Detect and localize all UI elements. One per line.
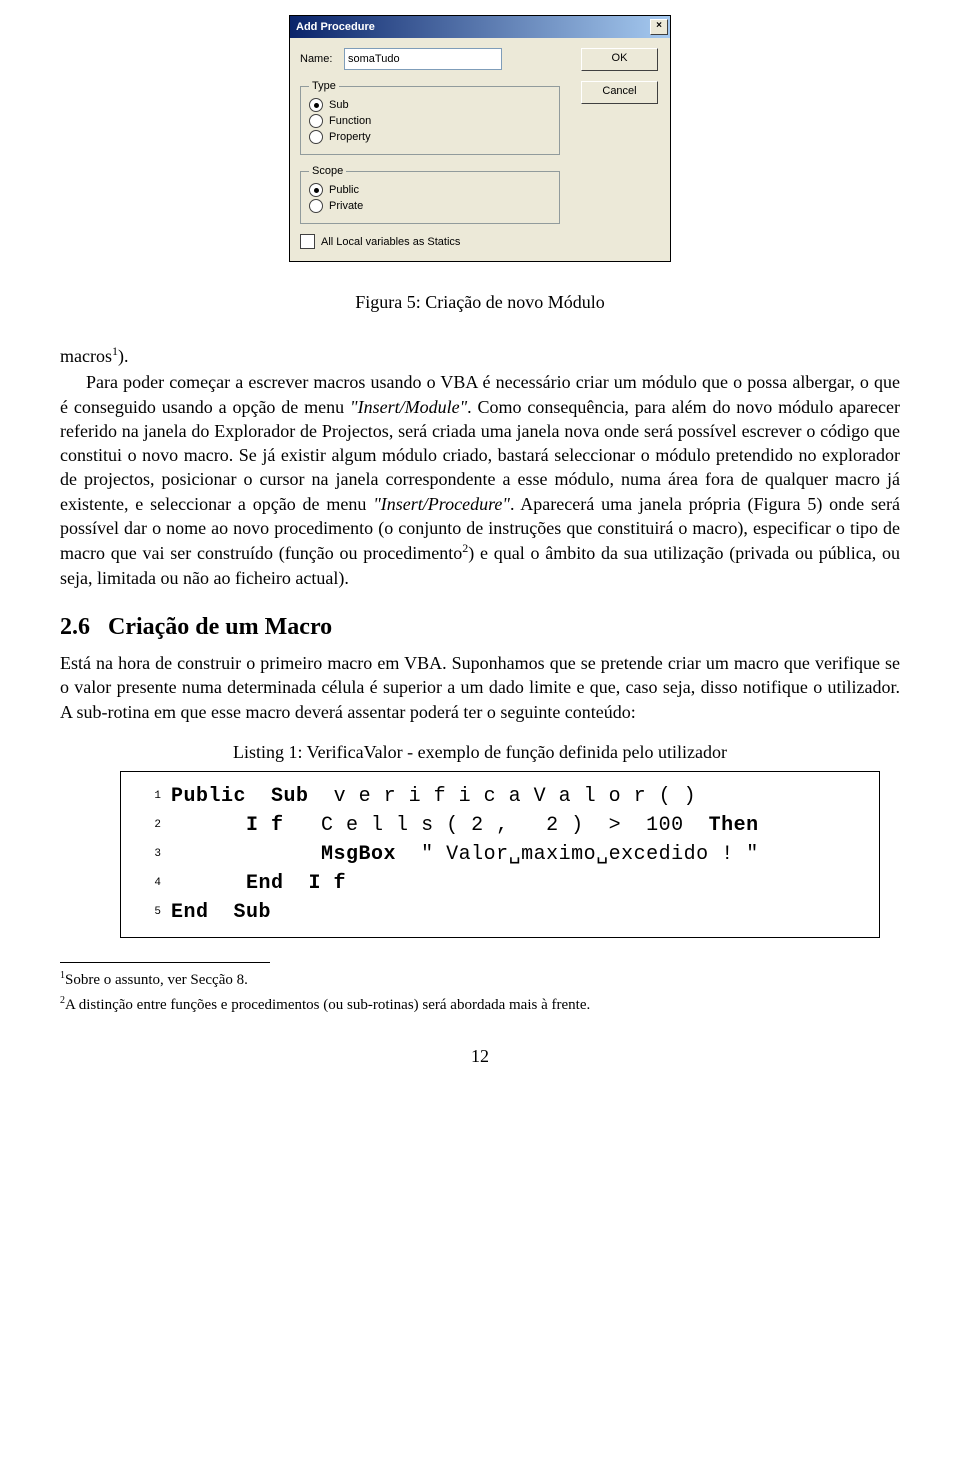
code-text: I f C e l l s ( 2 , 2 ) > 100 Then (171, 811, 759, 840)
cancel-button[interactable]: Cancel (581, 81, 658, 104)
type-group: Type Sub Function Property (300, 80, 560, 155)
dialog-title: Add Procedure (296, 21, 375, 33)
listing-caption: Listing 1: VerificaValor - exemplo de fu… (60, 742, 900, 763)
figure-caption: Figura 5: Criação de novo Módulo (60, 292, 900, 313)
radio-public[interactable]: Public (309, 183, 551, 197)
paragraph-1b: Para poder começar a escrever macros usa… (60, 370, 900, 590)
footnote-2-text: A distinção entre funções e procedimento… (65, 997, 590, 1013)
paragraph-2: Está na hora de construir o primeiro mac… (60, 651, 900, 724)
section-title: Criação de um Macro (108, 614, 332, 640)
add-procedure-dialog: Add Procedure × OK Cancel Name: Type Sub (289, 15, 671, 262)
name-label: Name: (300, 53, 338, 65)
scope-group: Scope Public Private (300, 165, 560, 224)
para1-after: ). (118, 346, 129, 366)
radio-icon (309, 199, 323, 213)
radio-label: Property (329, 131, 371, 143)
code-text: Public Sub v e r i f i c a V a l o r ( ) (171, 782, 696, 811)
line-number: 2 (135, 811, 171, 840)
footnote-1: 1Sobre o assunto, ver Secção 8. (60, 969, 900, 991)
name-input[interactable] (344, 48, 502, 70)
footnote-1-text: Sobre o assunto, ver Secção 8. (65, 972, 248, 988)
para1-lead: macros (60, 346, 112, 366)
radio-sub[interactable]: Sub (309, 98, 551, 112)
scope-legend: Scope (309, 165, 346, 177)
close-icon[interactable]: × (650, 19, 668, 35)
checkbox-icon (300, 234, 315, 249)
para1-em2: "Insert/Procedure" (373, 494, 510, 514)
code-text: End I f (171, 869, 346, 898)
radio-property[interactable]: Property (309, 130, 551, 144)
para1-em1: "Insert/Module" (350, 397, 467, 417)
code-line: 2 I f C e l l s ( 2 , 2 ) > 100 Then (135, 811, 865, 840)
statics-label: All Local variables as Statics (321, 236, 460, 248)
code-line: 5End Sub (135, 898, 865, 927)
code-listing: 1Public Sub v e r i f i c a V a l o r ( … (120, 771, 880, 938)
radio-label: Function (329, 115, 371, 127)
radio-icon (309, 130, 323, 144)
radio-icon (309, 98, 323, 112)
radio-function[interactable]: Function (309, 114, 551, 128)
radio-icon (309, 183, 323, 197)
footnote-2: 2A distinção entre funções e procediment… (60, 994, 900, 1016)
radio-label: Sub (329, 99, 349, 111)
radio-label: Public (329, 184, 359, 196)
footnote-rule (60, 962, 270, 963)
radio-private[interactable]: Private (309, 199, 551, 213)
line-number: 3 (135, 840, 171, 869)
code-line: 3 MsgBox " Valor␣maximo␣excedido ! " (135, 840, 865, 869)
line-number: 4 (135, 869, 171, 898)
code-line: 1Public Sub v e r i f i c a V a l o r ( … (135, 782, 865, 811)
section-heading: 2.6 Criação de um Macro (60, 614, 900, 641)
ok-button[interactable]: OK (581, 48, 658, 71)
dialog-titlebar: Add Procedure × (290, 16, 670, 38)
statics-checkbox-row[interactable]: All Local variables as Statics (300, 234, 660, 249)
section-number: 2.6 (60, 614, 90, 640)
code-text: MsgBox " Valor␣maximo␣excedido ! " (171, 840, 759, 869)
line-number: 5 (135, 898, 171, 927)
radio-icon (309, 114, 323, 128)
code-line: 4 End I f (135, 869, 865, 898)
code-text: End Sub (171, 898, 271, 927)
line-number: 1 (135, 782, 171, 811)
page-number: 12 (60, 1046, 900, 1067)
type-legend: Type (309, 80, 339, 92)
radio-label: Private (329, 200, 363, 212)
figure-dialog: Add Procedure × OK Cancel Name: Type Sub (60, 0, 900, 282)
paragraph-1: macros1). (60, 343, 900, 368)
